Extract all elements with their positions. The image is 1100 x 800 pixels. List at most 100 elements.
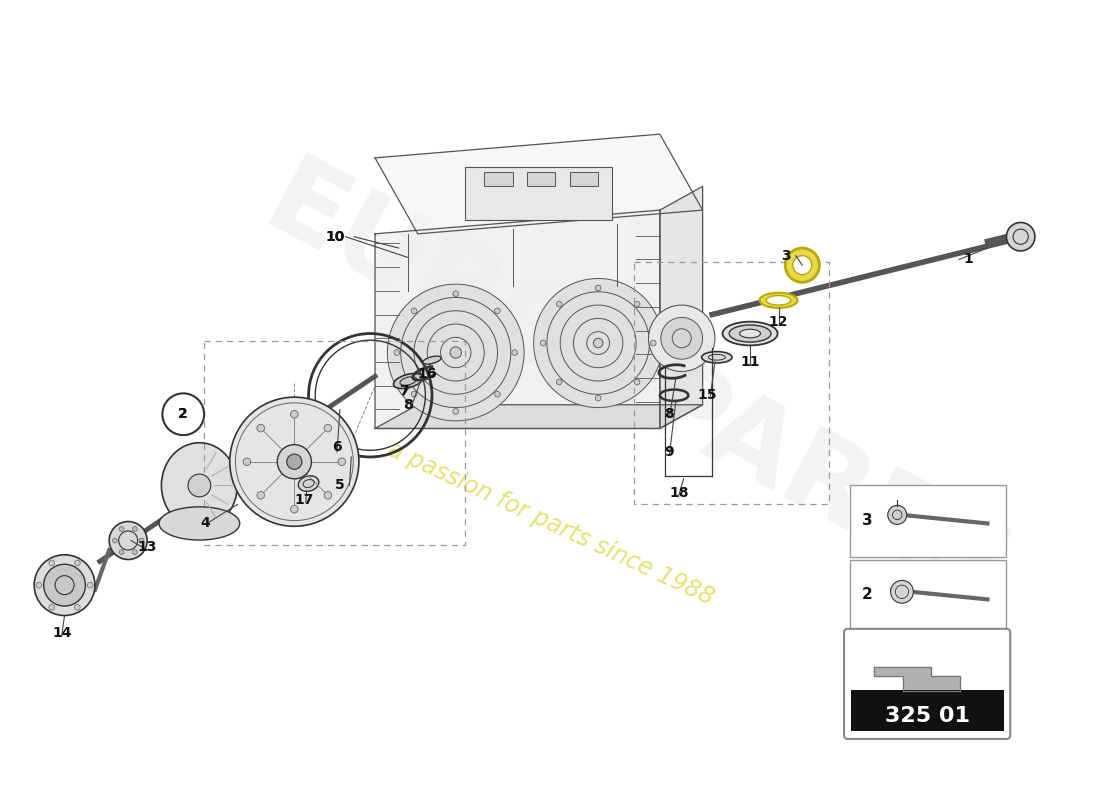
- Ellipse shape: [767, 295, 791, 305]
- Circle shape: [540, 340, 546, 346]
- Circle shape: [495, 308, 500, 314]
- Circle shape: [595, 285, 601, 291]
- Text: 2: 2: [178, 407, 188, 422]
- Circle shape: [257, 424, 265, 432]
- FancyBboxPatch shape: [844, 629, 1010, 739]
- Circle shape: [595, 395, 601, 401]
- Text: 3: 3: [861, 513, 872, 528]
- Circle shape: [324, 491, 332, 499]
- Text: 16: 16: [418, 367, 437, 382]
- Circle shape: [661, 318, 703, 359]
- Ellipse shape: [739, 330, 760, 338]
- Circle shape: [411, 308, 417, 314]
- Bar: [570, 172, 598, 186]
- Bar: [635, 262, 829, 505]
- Circle shape: [495, 391, 500, 397]
- Circle shape: [109, 522, 147, 559]
- Circle shape: [635, 379, 640, 385]
- Circle shape: [188, 474, 211, 497]
- Circle shape: [132, 550, 138, 554]
- Circle shape: [139, 538, 144, 543]
- Text: EUROSPARES: EUROSPARES: [246, 150, 1025, 631]
- Text: 2: 2: [861, 587, 872, 602]
- Text: 7: 7: [398, 383, 408, 398]
- Circle shape: [277, 445, 311, 479]
- Circle shape: [36, 582, 42, 588]
- Bar: [850, 690, 1003, 731]
- Circle shape: [650, 340, 656, 346]
- Circle shape: [557, 302, 562, 307]
- Text: 11: 11: [740, 355, 760, 369]
- Text: 9: 9: [664, 446, 674, 459]
- Circle shape: [48, 560, 55, 566]
- Text: 5: 5: [336, 478, 344, 493]
- Circle shape: [411, 391, 417, 397]
- Text: 3: 3: [781, 249, 791, 262]
- Ellipse shape: [394, 374, 424, 389]
- Circle shape: [48, 605, 55, 610]
- Ellipse shape: [729, 325, 771, 342]
- Ellipse shape: [422, 356, 441, 364]
- Polygon shape: [375, 134, 703, 234]
- Circle shape: [593, 338, 603, 348]
- Circle shape: [290, 410, 298, 418]
- Circle shape: [132, 526, 138, 531]
- Circle shape: [75, 605, 80, 610]
- Ellipse shape: [723, 322, 778, 346]
- Ellipse shape: [162, 442, 238, 528]
- Text: 8: 8: [404, 398, 414, 412]
- Ellipse shape: [160, 507, 240, 540]
- Text: 2: 2: [178, 407, 188, 422]
- Circle shape: [75, 560, 80, 566]
- Circle shape: [119, 550, 124, 554]
- Circle shape: [257, 491, 265, 499]
- Text: 1: 1: [964, 253, 974, 266]
- Circle shape: [534, 278, 662, 407]
- Bar: [484, 172, 513, 186]
- Ellipse shape: [702, 351, 732, 363]
- Circle shape: [394, 350, 399, 355]
- Text: 14: 14: [52, 626, 72, 640]
- Circle shape: [387, 284, 524, 421]
- Circle shape: [324, 424, 332, 432]
- Bar: [850, 559, 1007, 630]
- Ellipse shape: [760, 293, 798, 308]
- Text: 6: 6: [332, 441, 342, 454]
- Text: 15: 15: [697, 388, 717, 402]
- Text: 18: 18: [669, 486, 689, 500]
- Circle shape: [450, 347, 461, 358]
- Text: 8: 8: [664, 407, 674, 422]
- Circle shape: [44, 564, 86, 606]
- Bar: [850, 486, 1007, 557]
- Circle shape: [649, 305, 715, 371]
- Polygon shape: [375, 210, 660, 429]
- Polygon shape: [874, 666, 960, 691]
- Text: 325 01: 325 01: [884, 706, 969, 726]
- Circle shape: [243, 458, 251, 466]
- Circle shape: [635, 302, 640, 307]
- Bar: [527, 172, 556, 186]
- Text: a passion for parts since 1988: a passion for parts since 1988: [384, 437, 717, 610]
- Circle shape: [112, 538, 118, 543]
- Circle shape: [290, 506, 298, 513]
- Circle shape: [119, 526, 124, 531]
- Circle shape: [453, 409, 459, 414]
- Ellipse shape: [785, 248, 820, 282]
- Ellipse shape: [298, 476, 319, 491]
- Bar: [465, 167, 613, 220]
- Ellipse shape: [793, 256, 812, 274]
- Circle shape: [287, 454, 301, 470]
- Circle shape: [557, 379, 562, 385]
- Polygon shape: [660, 186, 703, 429]
- Text: 13: 13: [138, 540, 157, 554]
- Bar: [205, 341, 465, 546]
- Circle shape: [34, 554, 95, 615]
- Circle shape: [512, 350, 517, 355]
- Text: 12: 12: [769, 315, 789, 329]
- Circle shape: [453, 291, 459, 297]
- Circle shape: [1006, 222, 1035, 251]
- Text: 17: 17: [294, 493, 313, 506]
- Text: 10: 10: [326, 230, 344, 244]
- Text: 10: 10: [326, 230, 344, 244]
- Circle shape: [891, 580, 913, 603]
